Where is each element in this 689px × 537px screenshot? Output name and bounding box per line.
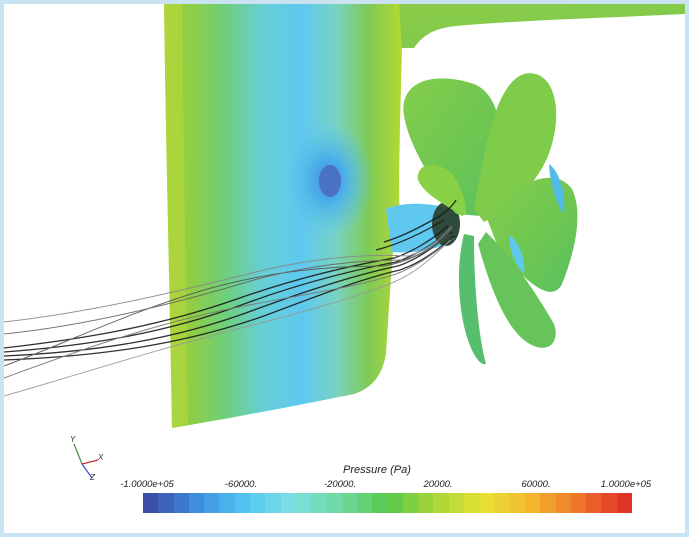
streamlines (4, 199, 457, 397)
streamline (375, 219, 445, 251)
axis-z-label: Z (90, 473, 95, 482)
colorbar-band (234, 493, 250, 513)
colorbar-band (418, 493, 434, 513)
colorbar-band (219, 493, 235, 513)
streamline (383, 199, 457, 243)
propeller (403, 73, 578, 365)
legend-tick-label: -20000. (323, 479, 357, 490)
pressure-scene (4, 4, 685, 479)
propeller-blade-5 (458, 234, 486, 365)
blade-pressure-patch (509, 234, 525, 274)
legend-tick-label: 60000. (521, 479, 551, 490)
streamline (4, 235, 455, 361)
colorbar-band (356, 493, 373, 513)
legend-colorbar (143, 493, 632, 513)
colorbar-band (555, 493, 571, 513)
colorbar-band (249, 493, 266, 513)
legend-title: Pressure (Pa) (343, 464, 411, 476)
colorbar-band (509, 493, 526, 513)
colorbar-band (326, 493, 342, 513)
colorbar-band (540, 493, 556, 513)
colorbar-band (433, 493, 449, 513)
y-axis-line (73, 443, 83, 465)
streamline (4, 229, 451, 353)
propeller-blade-4 (478, 232, 556, 348)
x-axis-line (81, 459, 99, 465)
colorbar-band (586, 493, 602, 513)
colorbar-band (463, 493, 480, 513)
z-axis-line (81, 463, 93, 479)
colorbar-band (616, 493, 632, 513)
colorbar-band (494, 493, 510, 513)
streamline (4, 225, 453, 323)
legend-tick-label: 20000. (423, 479, 453, 490)
colorbar-band (143, 493, 159, 513)
streamline (4, 225, 449, 349)
render-viewport[interactable]: Y X Z Pressure (Pa) -1.0000e+05 -60000. … (4, 4, 685, 533)
colorbar-band (311, 493, 327, 513)
colorbar-band (448, 493, 464, 513)
legend-tick-label: 1.0000e+05 (600, 479, 652, 490)
axis-y-label: Y (70, 435, 76, 444)
propeller-blade-3 (486, 177, 578, 292)
colorbar-band (372, 493, 388, 513)
propeller-hub-ring (432, 202, 460, 246)
colorbar-band (295, 493, 312, 513)
colorbar-band (280, 493, 296, 513)
hull-surface (164, 4, 685, 48)
propeller-blade-1 (403, 78, 501, 216)
rudder (164, 4, 402, 428)
colorbar-band (525, 493, 541, 513)
legend-tick-label: -60000. (224, 479, 258, 490)
legend-tick-label: -1.0000e+05 (120, 479, 174, 490)
streamline (4, 239, 451, 397)
propeller-blade-2 (474, 73, 557, 222)
blade-pressure-patch-2 (549, 164, 565, 214)
streamline (4, 237, 455, 379)
colorbar-band (402, 493, 419, 513)
colorbar-band (158, 493, 174, 513)
colorbar-band (265, 493, 281, 513)
colorbar-band (204, 493, 220, 513)
colorbar-band (387, 493, 403, 513)
colorbar-band (479, 493, 495, 513)
streamline (4, 233, 451, 367)
rudder-edge-band (164, 4, 188, 428)
colorbar-band (188, 493, 205, 513)
colorbar-band (341, 493, 357, 513)
low-pressure-core (319, 165, 341, 197)
axis-x-label: X (98, 453, 104, 462)
streamline (4, 227, 453, 335)
colorbar-band (173, 493, 189, 513)
colorbar-band (601, 493, 617, 513)
axis-triad (73, 443, 99, 479)
colorbar-band (570, 493, 587, 513)
